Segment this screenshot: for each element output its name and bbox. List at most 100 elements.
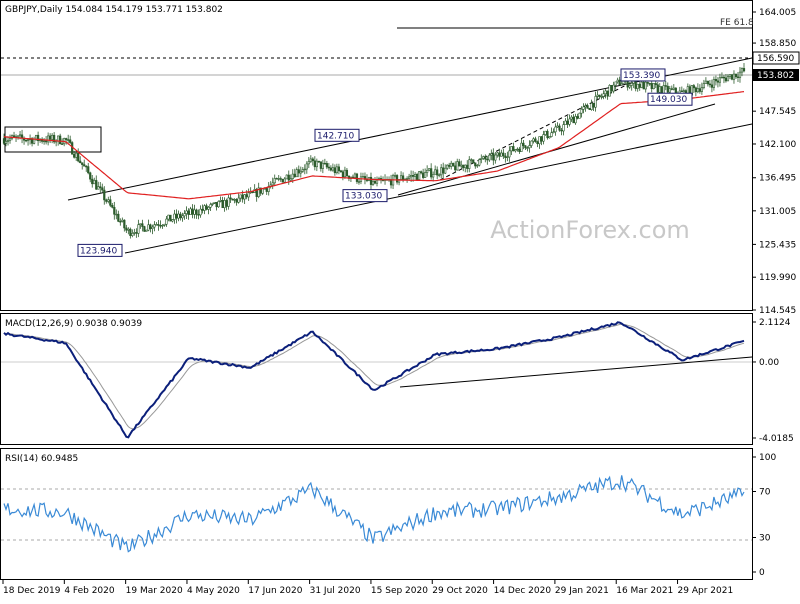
candle-body xyxy=(558,125,561,131)
candle-body xyxy=(546,130,549,139)
candle-body xyxy=(574,116,577,124)
price-tag-current: 153.802 xyxy=(757,71,794,81)
instrument-header: GBPJPY,Daily 154.084 154.179 153.771 153… xyxy=(5,5,223,15)
candle-body xyxy=(742,68,746,72)
candle-body xyxy=(355,173,359,182)
candle-body xyxy=(434,169,437,175)
candle-body xyxy=(61,143,64,145)
candle-body xyxy=(341,171,345,178)
candle-body xyxy=(2,138,6,144)
candle-body xyxy=(197,214,200,216)
watermark: ActionForex.com xyxy=(490,216,690,244)
annotation-box xyxy=(314,128,360,142)
time-tick-label: 29 Oct 2020 xyxy=(432,586,488,596)
candle-body xyxy=(405,178,409,180)
candle-body xyxy=(401,175,405,181)
candle-body xyxy=(107,199,110,202)
candle-body xyxy=(303,168,306,171)
candle-body xyxy=(444,167,447,174)
candle-body xyxy=(4,141,8,144)
candle-body xyxy=(353,173,357,178)
candle-body xyxy=(89,172,92,180)
candle-body xyxy=(600,96,603,98)
annotation-label: 142.710 xyxy=(317,131,354,141)
candle-body xyxy=(544,130,547,135)
candle-body xyxy=(614,81,617,86)
time-tick-label: 17 Jun 2020 xyxy=(248,586,302,596)
candle-body xyxy=(137,224,140,234)
candle-body xyxy=(173,213,176,220)
candle-body xyxy=(426,169,429,173)
candle-body xyxy=(335,166,339,174)
time-tick-label: 16 Mar 2021 xyxy=(616,586,673,596)
candle-body xyxy=(26,139,30,141)
candle-body xyxy=(648,83,651,85)
candle-body xyxy=(125,227,128,231)
time-tick-label: 31 Jul 2020 xyxy=(310,586,361,596)
annotation-box xyxy=(77,243,123,257)
candle-body xyxy=(644,81,647,90)
rsi-tick-label: 70 xyxy=(759,488,771,498)
candle-body xyxy=(542,134,545,142)
candle-body xyxy=(494,154,497,161)
candle-body xyxy=(361,176,365,178)
candle-body xyxy=(195,209,198,215)
candle-body xyxy=(147,224,150,231)
candle-body xyxy=(163,223,166,226)
candle-body xyxy=(255,189,258,197)
candle-body xyxy=(610,85,613,92)
candle-body xyxy=(580,108,583,114)
candle-body xyxy=(536,141,539,145)
candle-body xyxy=(121,219,124,222)
candle-body xyxy=(407,176,411,179)
rsi-line xyxy=(3,475,745,553)
candle-body xyxy=(131,233,134,236)
candle-body xyxy=(95,180,98,190)
candle-body xyxy=(221,199,224,209)
price-tick-label: 164.005 xyxy=(759,8,796,18)
candle-body xyxy=(43,140,46,143)
candle-body xyxy=(450,162,453,167)
candle-body xyxy=(726,76,730,82)
candle-body xyxy=(464,164,467,169)
candle-body xyxy=(582,106,585,110)
candle-body xyxy=(223,200,226,209)
candle-body xyxy=(608,85,611,97)
candle-body xyxy=(698,88,701,92)
price-tick-label: 131.005 xyxy=(759,207,796,217)
candle-body xyxy=(177,213,180,219)
candle-body xyxy=(660,86,663,94)
candle-body xyxy=(538,136,541,145)
annotation-box xyxy=(620,68,666,82)
candle-body xyxy=(139,223,142,226)
candle-body xyxy=(672,87,675,90)
candle-body xyxy=(357,181,361,183)
candle-body xyxy=(105,199,108,202)
candle-body xyxy=(442,167,445,174)
candle-body xyxy=(157,224,160,226)
candle-body xyxy=(590,103,593,110)
candle-body xyxy=(704,80,707,84)
candle-body xyxy=(512,146,515,152)
candle-body xyxy=(474,162,477,167)
candle-body xyxy=(331,167,334,171)
candle-body xyxy=(313,160,316,168)
candle-body xyxy=(530,140,533,146)
candle-body xyxy=(371,180,375,185)
time-tick-label: 14 Dec 2020 xyxy=(494,586,552,596)
candle-body xyxy=(69,139,72,143)
candle-body xyxy=(151,226,154,230)
candle-body xyxy=(532,138,535,142)
candle-body xyxy=(602,93,605,97)
candle-body xyxy=(257,187,260,197)
candle-body xyxy=(24,139,28,142)
candle-body xyxy=(409,175,413,178)
candle-body xyxy=(674,87,677,94)
candle-body xyxy=(81,162,84,165)
candle-body xyxy=(321,162,324,169)
candle-body xyxy=(311,158,314,162)
annotation-label: 123.940 xyxy=(80,246,117,256)
candle-body xyxy=(191,208,194,215)
price-tick-label: 136.495 xyxy=(759,174,796,184)
